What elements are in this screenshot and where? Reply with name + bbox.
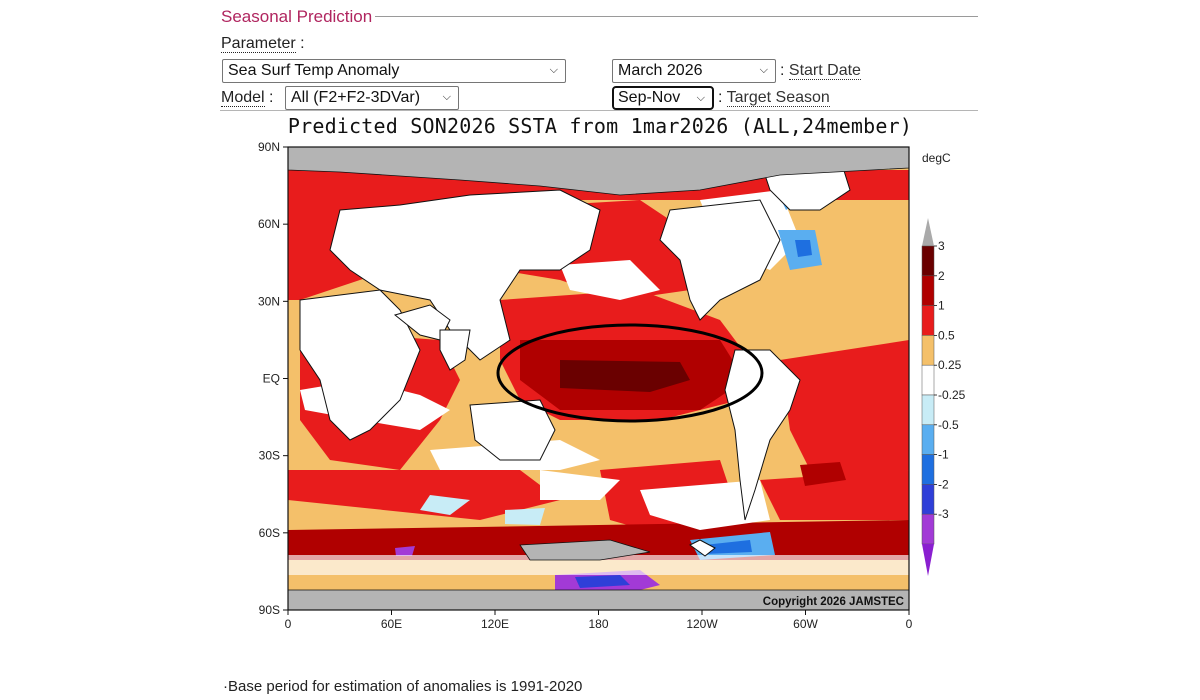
colorbar-high-arrow	[922, 218, 934, 246]
north-america-land	[659, 199, 781, 321]
colorbar-cell	[921, 335, 935, 366]
longitude-axis: 0 60E 120E 180 120W 60W 0	[285, 610, 913, 631]
footnote-text: Base period for estimation of anomalies …	[228, 678, 583, 695]
lon-tick-label: 60W	[793, 617, 818, 631]
model-label-row: Model :	[221, 89, 273, 107]
ssta-map-plot: Copyright 2026 JAMSTEC	[288, 147, 909, 610]
colorbar: 3 2 1 0.5 0.25 -0.25 -0.5 -1 -2 -3	[921, 218, 966, 576]
colorbar-tick-label: 2	[938, 269, 945, 283]
copyright-label: Copyright 2026 JAMSTEC	[763, 596, 904, 608]
colorbar-tick-label: -0.25	[938, 388, 966, 402]
footnote: ·Base period for estimation of anomalies…	[223, 678, 582, 695]
unit-label: degC	[922, 151, 951, 165]
colorbar-tick-label: 0.25	[938, 358, 962, 372]
southern-ice-band	[288, 589, 909, 610]
start-date-colon: :	[780, 62, 785, 79]
model-select[interactable]: All (F2+F2-3DVar) ⌵	[285, 86, 459, 110]
colorbar-cell	[921, 245, 935, 277]
section-rule	[375, 16, 978, 17]
seasonal-prediction-panel: Seasonal Prediction Parameter : Sea Surf…	[220, 0, 980, 700]
australia-land	[469, 399, 556, 461]
lon-tick-label: 60E	[381, 617, 402, 631]
chevron-down-icon: ⌵	[759, 64, 768, 76]
chevron-down-icon: ⌵	[696, 92, 705, 104]
colorbar-cell	[921, 484, 935, 515]
colorbar-tick-label: -0.5	[938, 418, 959, 432]
colorbar-cell	[921, 454, 935, 485]
arctic-ice	[288, 147, 909, 196]
lon-tick-label: 120W	[686, 617, 718, 631]
lat-tick-label: 90S	[259, 603, 280, 617]
lon-tick-label: 120E	[481, 617, 509, 631]
africa-land	[299, 289, 421, 441]
section-title: Seasonal Prediction	[221, 7, 375, 27]
lon-tick-label: 0	[906, 617, 913, 631]
target-season-select-value: Sep-Nov	[618, 89, 681, 106]
colorbar-cell	[921, 513, 935, 545]
antarctic-peninsula-land	[689, 539, 716, 557]
page-rule	[220, 110, 978, 111]
colorbar-cell	[921, 275, 935, 306]
map-title: Predicted SON2026 SSTA from 1mar2026 (AL…	[287, 114, 913, 138]
colorbar-tick-label: 3	[938, 239, 945, 253]
model-colon: :	[269, 89, 274, 106]
chevron-down-icon: ⌵	[549, 64, 558, 76]
colorbar-tick-label: -2	[938, 477, 949, 491]
start-date-link[interactable]: Start Date	[788, 62, 861, 80]
colorbar-cell	[921, 364, 935, 396]
start-date-select[interactable]: March 2026 ⌵	[612, 59, 776, 83]
south-america-land	[724, 349, 801, 521]
section-header: Seasonal Prediction	[220, 6, 978, 28]
parameter-label-row: Parameter :	[221, 35, 305, 53]
parameter-label: Parameter	[221, 35, 296, 53]
land-masses	[299, 157, 851, 557]
lon-tick-label: 0	[285, 617, 292, 631]
lat-tick-label: 30N	[258, 294, 280, 308]
colorbar-tick-label: -3	[938, 507, 949, 521]
lat-tick-label: EQ	[263, 372, 280, 386]
colorbar-tick-label: 1	[938, 299, 945, 313]
bullet-icon: ·	[223, 678, 228, 695]
parameter-select-value: Sea Surf Temp Anomaly	[228, 62, 400, 79]
start-date-label-row: : Start Date	[780, 62, 861, 80]
highlight-ellipse	[496, 323, 764, 423]
chevron-down-icon: ⌵	[442, 91, 451, 103]
colorbar-cell	[921, 424, 935, 455]
target-season-label-row: : Target Season	[718, 89, 830, 107]
sea-ice-masks	[288, 147, 909, 610]
eurasia-land	[329, 189, 601, 361]
lat-tick-label: 60S	[259, 526, 280, 540]
colorbar-low-arrow	[922, 544, 934, 576]
colorbar-tick-label: 0.5	[938, 328, 955, 342]
colorbar-cell	[921, 305, 935, 336]
latitude-axis: 90N 60N 30N EQ 30S 60S 90S	[258, 140, 288, 617]
start-date-select-value: March 2026	[618, 62, 703, 79]
model-label: Model	[221, 89, 265, 107]
lon-tick-label: 180	[588, 617, 608, 631]
antarctic-ice	[519, 539, 651, 561]
parameter-select[interactable]: Sea Surf Temp Anomaly ⌵	[222, 59, 566, 83]
target-season-link[interactable]: Target Season	[726, 89, 830, 107]
target-season-colon: :	[718, 89, 723, 106]
colorbar-tick-label: -1	[938, 448, 949, 462]
colorbar-cell	[921, 394, 935, 426]
lat-tick-label: 60N	[258, 217, 280, 231]
lat-tick-label: 90N	[258, 140, 280, 154]
parameter-colon: :	[300, 35, 305, 52]
target-season-select[interactable]: Sep-Nov ⌵	[612, 86, 714, 110]
india-land	[439, 329, 471, 371]
lat-tick-label: 30S	[259, 449, 280, 463]
model-select-value: All (F2+F2-3DVar)	[291, 89, 421, 106]
